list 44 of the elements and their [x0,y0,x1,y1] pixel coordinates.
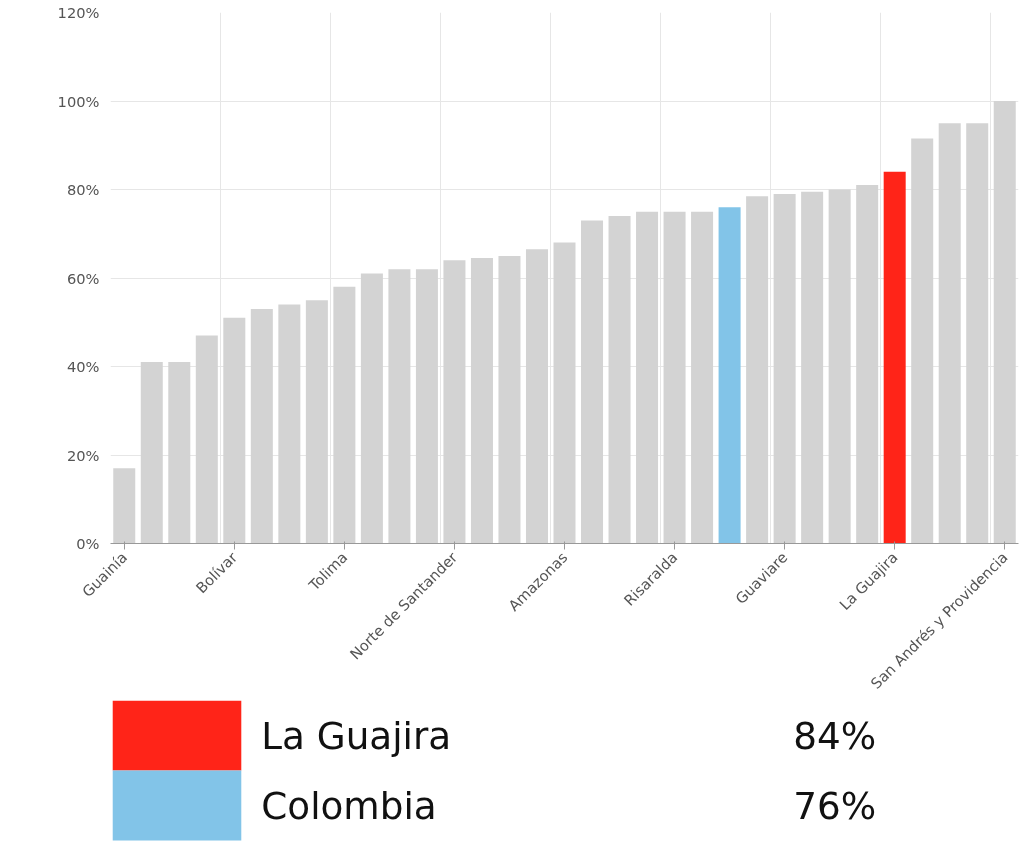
y-tick-label: 100% [57,92,100,110]
bar [828,189,851,544]
bar [553,242,576,544]
bar [140,362,163,544]
bar [388,269,411,544]
bar [415,269,438,544]
bar [773,193,796,544]
bar [718,207,741,544]
bar [498,255,521,544]
bar [663,211,686,544]
bar [305,300,328,544]
y-tick-label: 120% [57,4,100,21]
bar [333,286,356,544]
bar [195,335,218,544]
bar [993,101,1016,544]
bar [443,260,466,544]
bar [360,273,383,544]
bar [856,185,879,544]
y-tick-label: 60% [66,269,100,287]
text: 76% [793,783,877,828]
bar [113,468,136,544]
y-tick-label: 80% [66,181,100,198]
bar [250,308,273,544]
bar [746,196,769,544]
bar [223,317,246,544]
bar [525,249,548,544]
bar [581,220,604,544]
y-tick-label: 20% [66,446,100,464]
bar [801,191,824,544]
bar [608,216,631,544]
y-tick-label: 40% [66,358,100,375]
bar [691,211,714,544]
legend-label: La Guajira [261,713,452,758]
bar [911,138,934,544]
bar [883,171,906,544]
text: 84% [793,713,877,758]
legend-label: Colombia [261,783,437,828]
bar [636,211,659,544]
bar [168,362,191,544]
bar [966,123,989,544]
bar [470,258,493,544]
bar [938,123,961,544]
bar [278,304,301,544]
y-tick-label: 0% [76,535,100,552]
